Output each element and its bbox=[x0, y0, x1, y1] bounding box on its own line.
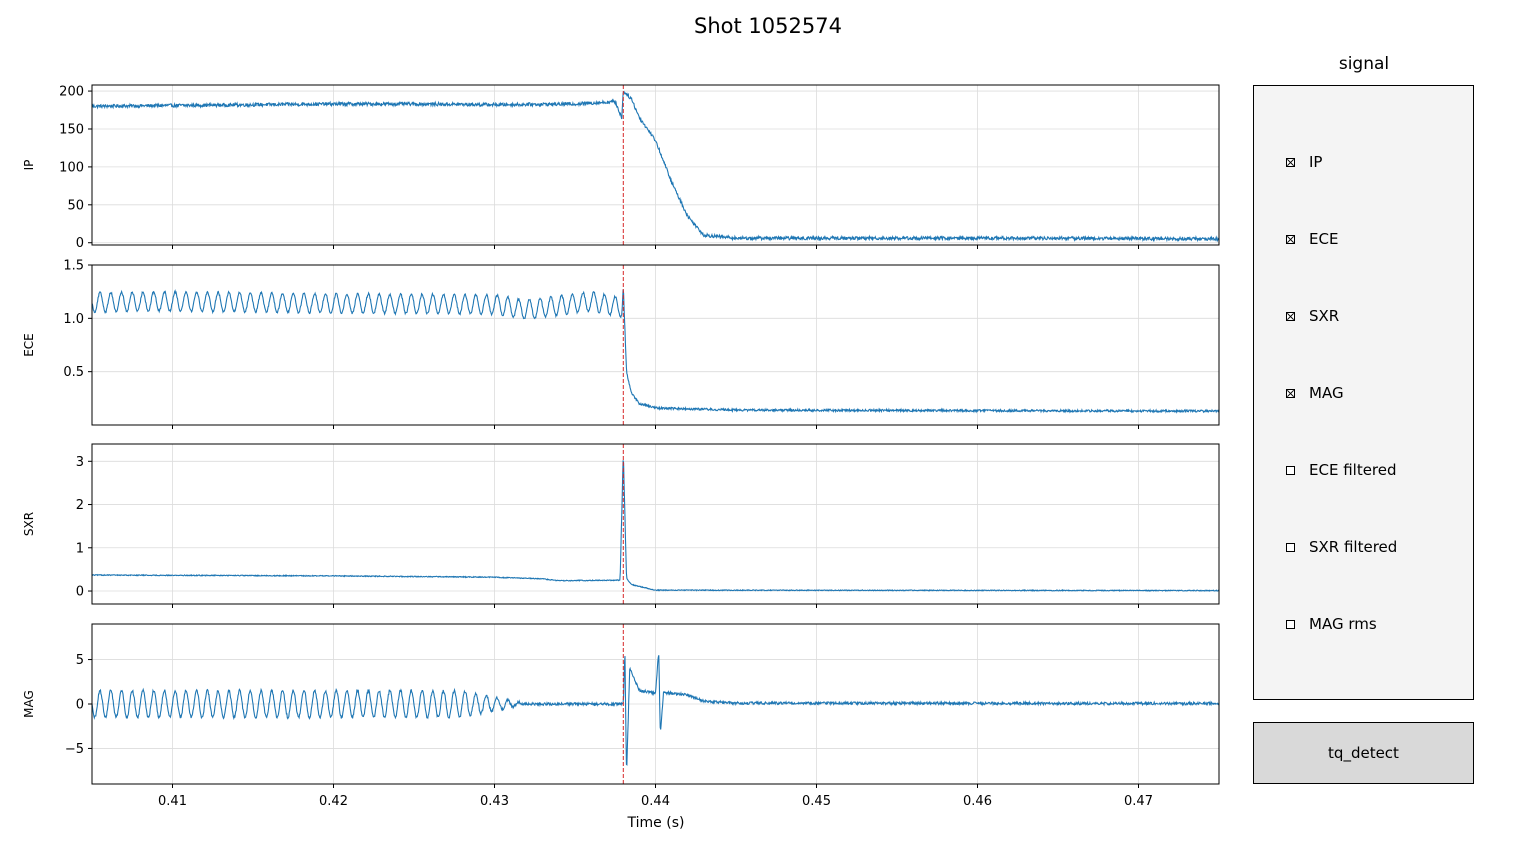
checkbox-mag-rms[interactable]: MAG rms bbox=[1286, 614, 1377, 634]
checkbox-label: ECE bbox=[1309, 230, 1339, 248]
checkbox-sxr[interactable]: SXR bbox=[1286, 306, 1339, 326]
checkbox-mag[interactable]: MAG bbox=[1286, 383, 1344, 403]
x-tick-label: 0.42 bbox=[319, 794, 348, 809]
checkbox-sxr-filtered[interactable]: SXR filtered bbox=[1286, 537, 1397, 557]
checkbox-label: SXR bbox=[1309, 307, 1340, 325]
signal-panel-title: signal bbox=[1338, 54, 1390, 74]
checked-box-icon[interactable] bbox=[1286, 388, 1295, 398]
series-line-ip bbox=[92, 90, 1219, 243]
y-tick-label: 0 bbox=[76, 585, 84, 600]
y-axis-label: ECE bbox=[22, 333, 36, 357]
y-tick-label: 0.5 bbox=[63, 365, 84, 380]
x-tick-label: 0.44 bbox=[641, 794, 670, 809]
subplot-mag: −5 0 5 0.41 0.42 0.43 0.44 0.45 0.46 0.47 MAG bbox=[22, 623, 1220, 809]
checked-box-icon[interactable] bbox=[1286, 234, 1295, 244]
subplot-sxr: 0 1 2 3 SXR bbox=[22, 443, 1220, 608]
tq-detect-button[interactable]: tq_detect bbox=[1253, 722, 1474, 784]
subplot-ece: 0.5 1.0 1.5 ECE bbox=[22, 259, 1220, 429]
series-line-sxr bbox=[92, 460, 1219, 593]
checkbox-label: IP bbox=[1309, 153, 1323, 171]
y-tick-label: 200 bbox=[59, 85, 84, 100]
series-line-mag bbox=[92, 655, 1219, 766]
x-tick-label: 0.45 bbox=[802, 794, 831, 809]
checkbox-label: SXR filtered bbox=[1309, 538, 1398, 556]
y-tick-label: 1.5 bbox=[63, 259, 84, 274]
y-tick-label: 0 bbox=[76, 698, 84, 713]
checked-box-icon[interactable] bbox=[1286, 157, 1295, 167]
unchecked-box-icon[interactable] bbox=[1286, 542, 1295, 552]
y-axis-label: MAG bbox=[22, 690, 36, 718]
y-tick-label: 1 bbox=[76, 541, 84, 556]
x-axis-label: Time (s) bbox=[627, 815, 685, 831]
checkbox-label: MAG bbox=[1309, 384, 1344, 402]
checkbox-label: MAG rms bbox=[1309, 615, 1377, 633]
subplot-ip: 0 50 100 150 200 IP bbox=[22, 84, 1220, 251]
x-tick-label: 0.46 bbox=[963, 794, 992, 809]
y-tick-label: 50 bbox=[67, 198, 84, 213]
y-axis-label: IP bbox=[22, 160, 36, 171]
unchecked-box-icon[interactable] bbox=[1286, 465, 1295, 475]
signal-checkbox-panel: IP ECE SXR MAG ECE filtered SXR filtered MAG r… bbox=[1253, 85, 1474, 700]
x-tick-label: 0.47 bbox=[1124, 794, 1153, 809]
y-tick-label: −5 bbox=[65, 742, 84, 757]
series-line-ece bbox=[92, 289, 1219, 414]
unchecked-box-icon[interactable] bbox=[1286, 619, 1295, 629]
y-axis-label: SXR bbox=[22, 512, 36, 536]
y-tick-label: 2 bbox=[76, 498, 84, 513]
y-tick-label: 3 bbox=[76, 455, 84, 470]
y-tick-label: 100 bbox=[59, 160, 84, 175]
y-tick-label: 5 bbox=[76, 653, 84, 668]
checkbox-label: ECE filtered bbox=[1309, 461, 1397, 479]
checked-box-icon[interactable] bbox=[1286, 311, 1295, 321]
y-tick-label: 0 bbox=[76, 236, 84, 251]
checkbox-ece-filtered[interactable]: ECE filtered bbox=[1286, 460, 1397, 480]
y-tick-label: 150 bbox=[59, 122, 84, 137]
checkbox-ip[interactable]: IP bbox=[1286, 152, 1322, 172]
x-tick-label: 0.43 bbox=[480, 794, 509, 809]
x-tick-label: 0.41 bbox=[158, 794, 187, 809]
y-tick-label: 1.0 bbox=[63, 312, 84, 327]
checkbox-ece[interactable]: ECE bbox=[1286, 229, 1338, 249]
figure-title: Shot 1052574 bbox=[694, 14, 842, 38]
